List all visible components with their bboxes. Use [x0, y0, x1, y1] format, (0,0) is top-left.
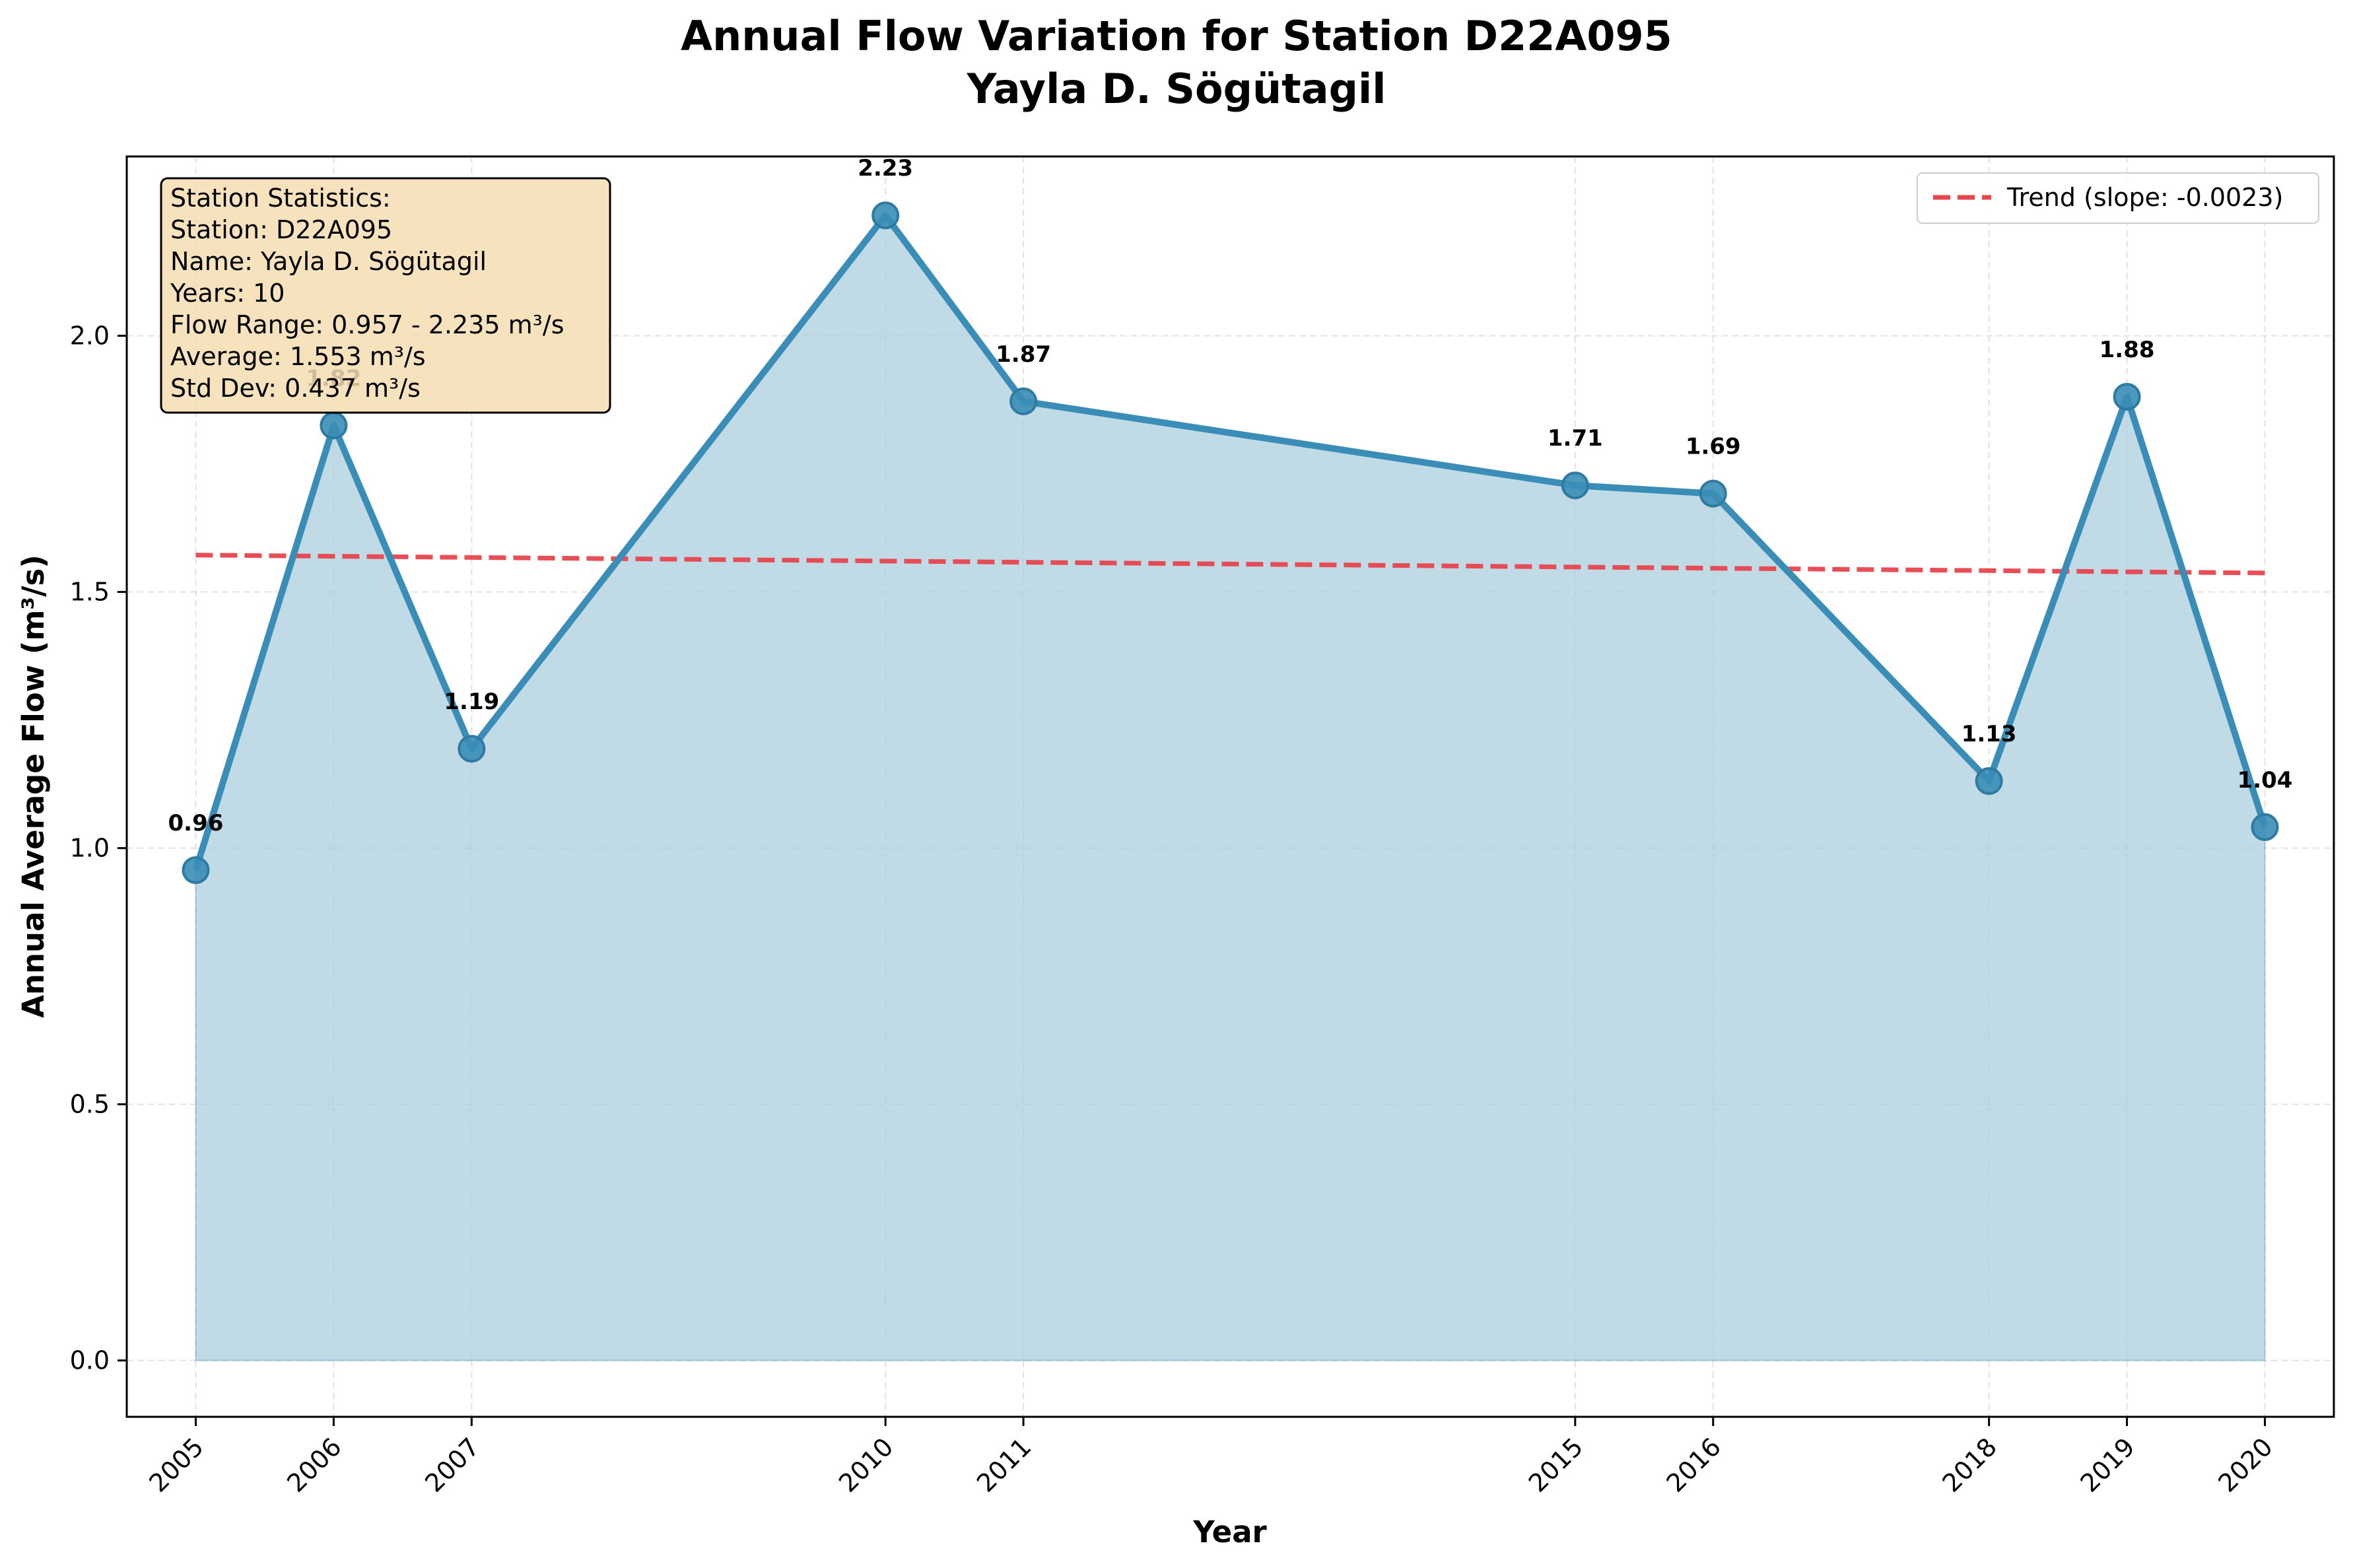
x-tick-label: 2011: [971, 1432, 1037, 1498]
x-tick-label: 2005: [143, 1432, 209, 1498]
data-label: 1.71: [1548, 425, 1603, 452]
stats-line: Name: Yayla D. Sögütagil: [170, 247, 487, 276]
stats-line: Std Dev: 0.437 m³/s: [170, 374, 421, 403]
data-label: 1.87: [996, 341, 1051, 368]
data-label: 1.69: [1686, 434, 1741, 460]
series-line: [192, 212, 2268, 871]
data-point: [1699, 479, 1727, 508]
y-tick-label: 2.0: [70, 322, 110, 351]
data-points: [182, 201, 2279, 884]
data-point: [1975, 767, 2003, 795]
legend: Trend (slope: -0.0023): [1917, 172, 2319, 224]
data-point: [1009, 387, 1038, 415]
data-label: 1.04: [2237, 767, 2293, 794]
stats-line: Station Statistics:: [170, 184, 391, 213]
stats-line: Station: D22A095: [170, 215, 392, 244]
plot-frame: [125, 155, 2335, 1418]
legend-trend-label: Trend (slope: -0.0023): [2006, 183, 2283, 212]
y-tick-label: 1.5: [70, 578, 110, 607]
x-tick-label: 2016: [1661, 1432, 1727, 1498]
x-tick-label: 2019: [2074, 1432, 2140, 1498]
data-label: 1.13: [1961, 721, 2017, 747]
stats-line: Average: 1.553 m³/s: [170, 342, 426, 371]
x-axis-ticks: 2005 2006 2007 2010 2011 2015 2016 2018 2019 2020: [143, 1417, 2278, 1498]
x-tick-label: 2007: [419, 1432, 485, 1498]
chart-title-line2: Yayla D. Sögütagil: [967, 65, 1386, 113]
data-label: 1.19: [444, 689, 499, 715]
data-point: [2113, 382, 2141, 411]
data-point: [2251, 813, 2279, 841]
stats-box-background: [160, 177, 611, 414]
stats-line: Flow Range: 0.957 - 2.235 m³/s: [170, 310, 564, 339]
legend-frame: [1917, 172, 2319, 224]
y-axis-label: Annual Average Flow (m³/s): [16, 555, 51, 1018]
data-point: [871, 201, 900, 230]
chart-title-line1: Annual Flow Variation for Station D22A09…: [681, 12, 1672, 60]
x-tick-label: 2020: [2212, 1432, 2278, 1498]
y-tick-label: 0.0: [70, 1346, 110, 1375]
y-tick-label: 1.0: [70, 834, 110, 863]
stats-line: Years: 10: [170, 279, 285, 308]
data-point: [1561, 471, 1589, 500]
x-tick-label: 2018: [1937, 1432, 2003, 1498]
y-tick-label: 0.5: [70, 1090, 110, 1119]
data-point: [320, 411, 348, 440]
stats-box: Station Statistics: Station: D22A095 Nam…: [160, 177, 611, 414]
data-label: 2.23: [858, 155, 913, 182]
y-axis-ticks: 0.0 0.5 1.0 1.5 2.0: [70, 322, 127, 1375]
x-tick-label: 2010: [833, 1432, 899, 1498]
data-point: [458, 735, 486, 763]
x-tick-label: 2006: [281, 1432, 347, 1498]
data-label: 1.88: [2099, 337, 2155, 363]
x-axis-label: Year: [1192, 1515, 1267, 1550]
data-point: [182, 856, 210, 884]
x-tick-label: 2015: [1523, 1432, 1589, 1498]
trend-line: [195, 553, 2265, 576]
data-label: 0.96: [168, 810, 224, 836]
